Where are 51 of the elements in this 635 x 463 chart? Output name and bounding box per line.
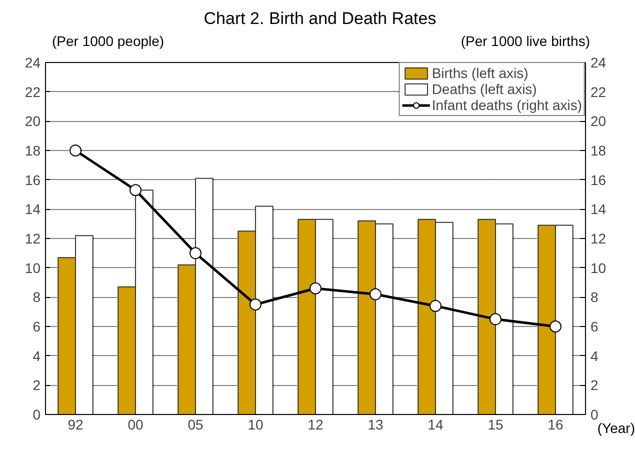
x-tick-label: 00 <box>128 416 144 432</box>
y2-tick-label: 20 <box>590 113 606 130</box>
y2-tick-label: 4 <box>590 348 598 364</box>
legend-label: Infant deaths (right axis) <box>432 97 582 113</box>
x-tick-label: 14 <box>428 416 444 432</box>
y2-tick-label: 0 <box>590 406 598 422</box>
y-tick-label: 0 <box>32 406 41 422</box>
x-tick-label: 16 <box>548 416 564 432</box>
point <box>250 298 262 310</box>
y-tick-label: 12 <box>24 230 41 246</box>
x-tick-label: 15 <box>488 416 504 432</box>
x-tick-label: 13 <box>368 416 384 432</box>
chart-title: Chart 2. Birth and Death Rates <box>202 8 438 30</box>
y2-tick-label: 18 <box>590 142 606 158</box>
point <box>190 247 202 260</box>
legend-label: Deaths (left axis) <box>432 81 537 97</box>
y2-tick-label: 22 <box>590 84 606 100</box>
y-tick-label: 4 <box>32 348 41 364</box>
point <box>310 282 322 294</box>
x-tick-label: 10 <box>248 416 264 432</box>
legend-label: Births (left axis) <box>432 65 528 81</box>
y-tick-label: 24 <box>24 54 41 70</box>
y2-axis-title: (Per 1000 live births) <box>460 32 590 51</box>
y2-tick-label: 14 <box>590 201 606 218</box>
x-axis-title: (Year) <box>597 420 635 436</box>
y-tick-label: 18 <box>24 142 41 158</box>
point <box>130 184 142 196</box>
y-axis-title: (Per 1000 people) <box>52 32 164 51</box>
y-tick-label: 14 <box>24 201 41 218</box>
point <box>370 288 382 300</box>
y-tick-label: 2 <box>32 377 41 394</box>
y2-tick-label: 8 <box>590 289 598 306</box>
point <box>430 300 442 312</box>
y2-tick-label: 2 <box>590 377 598 394</box>
y2-tick-label: 16 <box>590 172 606 188</box>
x-tick-label: 05 <box>188 416 204 432</box>
y-tick-label: 10 <box>24 260 41 276</box>
point <box>550 320 562 332</box>
y-tick-label: 8 <box>32 289 41 306</box>
y2-tick-label: 6 <box>590 318 598 334</box>
point <box>490 313 502 326</box>
y-tick-label: 6 <box>32 318 41 334</box>
x-tick-label: 92 <box>68 416 84 432</box>
point <box>70 144 82 156</box>
y2-tick-label: 10 <box>590 260 606 276</box>
y2-tick-label: 24 <box>590 54 606 70</box>
y-tick-label: 16 <box>24 172 41 188</box>
y-tick-label: 22 <box>24 84 41 100</box>
y-tick-label: 20 <box>24 113 41 130</box>
y2-tick-label: 12 <box>590 230 606 246</box>
x-tick-label: 12 <box>308 416 324 432</box>
